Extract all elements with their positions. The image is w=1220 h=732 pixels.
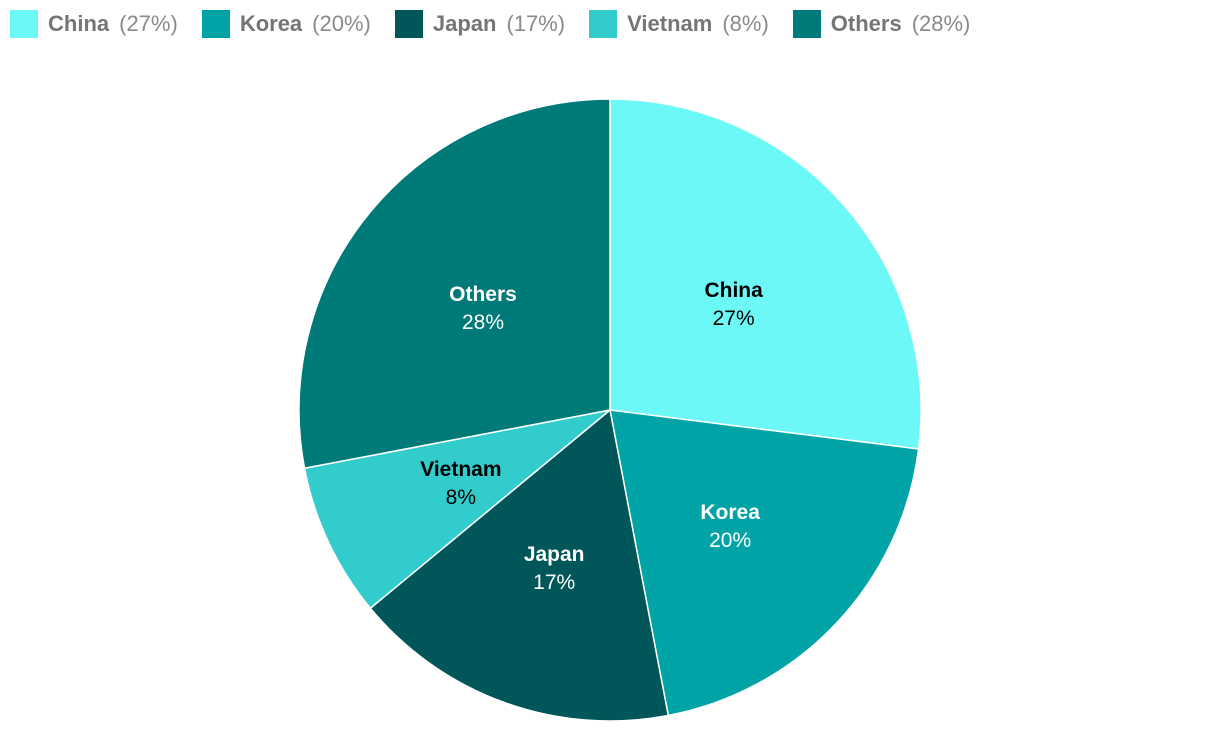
legend-swatch-vietnam <box>589 10 618 38</box>
legend-item-japan: Japan (17%) <box>394 10 566 38</box>
legend-item-others: Others (28%) <box>792 10 971 38</box>
legend-percent-vietnam: (8%) <box>722 11 769 36</box>
legend-label-china: China <box>48 11 110 36</box>
legend-percent-others: (28%) <box>911 11 971 36</box>
legend-swatch-korea <box>201 10 230 38</box>
legend-item-vietnam: Vietnam (8%) <box>589 10 769 38</box>
legend-percent-korea: (20%) <box>312 11 371 36</box>
legend-swatch-china <box>10 10 38 38</box>
slice-value-vietnam: 8% <box>446 486 476 509</box>
legend-swatch-others <box>792 10 821 38</box>
slice-label-japan: Japan <box>524 543 585 566</box>
legend-swatch-japan <box>394 10 423 38</box>
legend-item-korea: Korea (20%) <box>201 10 371 38</box>
legend-label-japan: Japan <box>432 11 497 36</box>
pie-slice-korea <box>609 409 920 717</box>
pie-slice-vietnam <box>303 409 611 610</box>
legend-label-vietnam: Vietnam <box>627 11 713 36</box>
slice-label-korea: Korea <box>700 501 760 524</box>
pie-slices <box>298 98 922 722</box>
slice-label-others: Others <box>449 283 517 306</box>
chart-legend: China (27%) Korea (20%) Japan (17%) Viet… <box>10 8 970 40</box>
legend-label-korea: Korea <box>239 11 303 36</box>
pie-slice-china <box>609 98 922 450</box>
pie-slice-japan <box>369 408 670 722</box>
slice-label-vietnam: Vietnam <box>420 458 501 481</box>
legend-item-china: China (27%) <box>10 10 178 38</box>
pie-slice-labels: China 27% Korea 20% Japan 17% Vietnam 8% Others 2… <box>420 279 763 594</box>
slice-value-others: 28% <box>462 311 504 334</box>
slice-value-korea: 20% <box>709 529 751 552</box>
legend-percent-china: (27%) <box>119 11 178 36</box>
slice-value-japan: 17% <box>533 571 575 594</box>
legend-label-others: Others <box>830 11 902 36</box>
legend-percent-japan: (17%) <box>506 11 566 36</box>
slice-value-china: 27% <box>713 307 755 330</box>
pie-slice-others <box>298 98 611 470</box>
slice-label-china: China <box>704 279 763 302</box>
